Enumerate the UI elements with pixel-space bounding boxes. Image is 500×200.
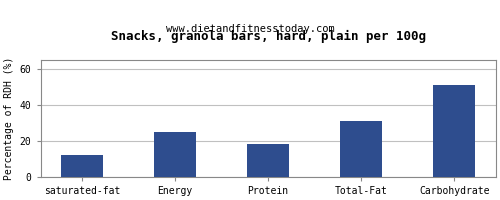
Bar (154, 132, 196, 177)
Bar (340, 121, 382, 177)
Y-axis label: Percentage of RDH (%): Percentage of RDH (%) (4, 57, 14, 180)
Bar (434, 85, 475, 177)
Text: www.dietandfitnesstoday.com: www.dietandfitnesstoday.com (166, 24, 334, 34)
Bar (61, 155, 103, 177)
Bar (247, 144, 289, 177)
Title: Snacks, granola bars, hard, plain per 100g: Snacks, granola bars, hard, plain per 10… (110, 30, 426, 43)
